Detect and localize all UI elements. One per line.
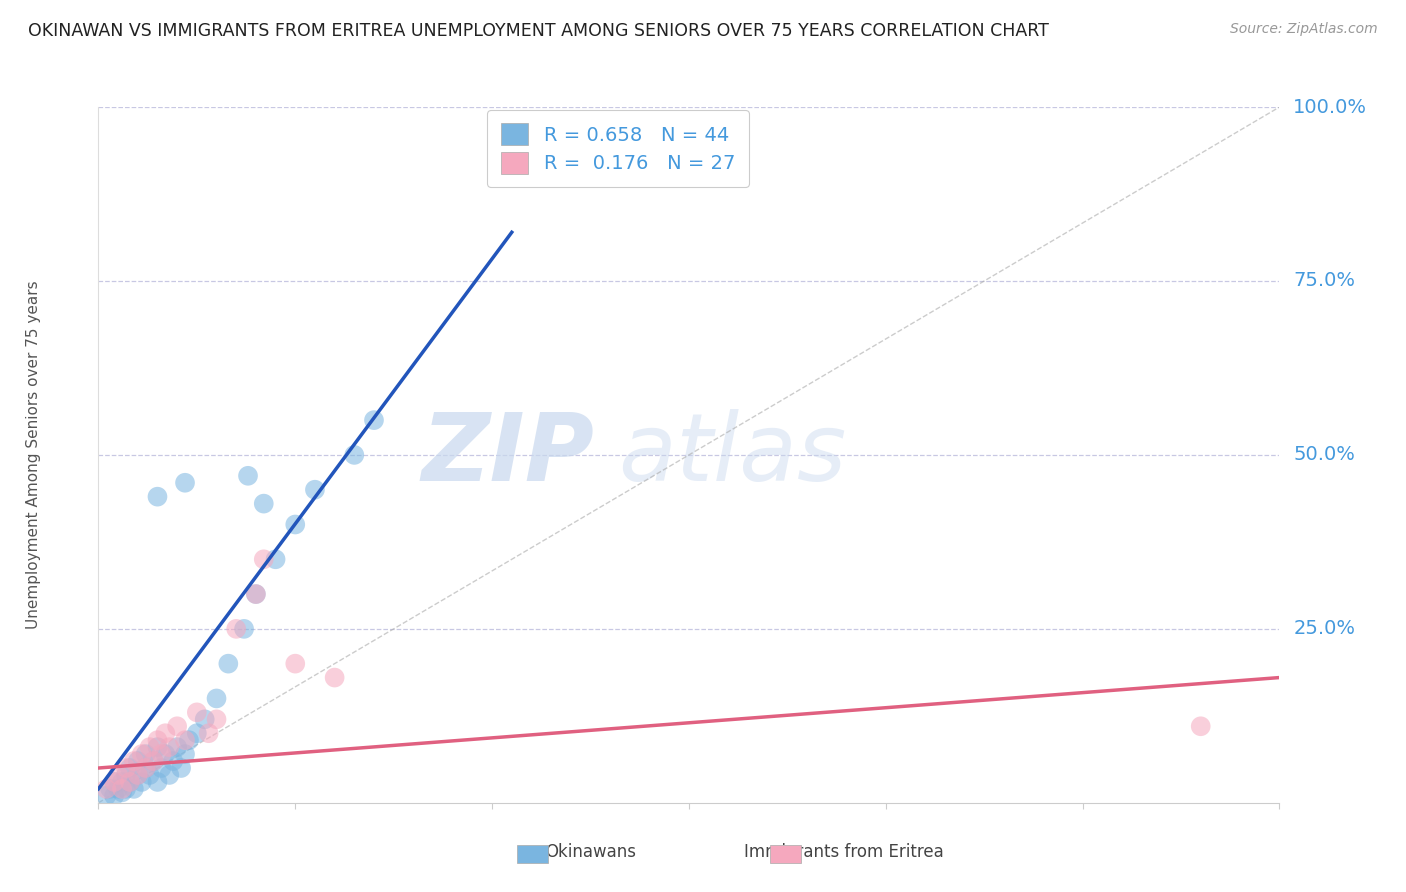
Point bbox=[174, 733, 197, 747]
Point bbox=[170, 761, 193, 775]
Point bbox=[323, 671, 346, 685]
Point bbox=[194, 712, 217, 726]
Text: 75.0%: 75.0% bbox=[1294, 271, 1355, 291]
Legend: R = 0.658   N = 44, R =  0.176   N = 27: R = 0.658 N = 44, R = 0.176 N = 27 bbox=[488, 110, 749, 187]
Point bbox=[155, 747, 177, 761]
Point bbox=[115, 761, 138, 775]
Point bbox=[253, 497, 276, 511]
Point bbox=[118, 775, 141, 789]
Point bbox=[186, 706, 208, 720]
Text: 25.0%: 25.0% bbox=[1294, 619, 1355, 639]
Text: atlas: atlas bbox=[619, 409, 846, 500]
Point bbox=[98, 781, 121, 796]
Point bbox=[127, 768, 149, 782]
Text: 100.0%: 100.0% bbox=[1294, 97, 1368, 117]
Point bbox=[138, 768, 160, 782]
Point bbox=[103, 789, 125, 803]
Point bbox=[138, 740, 160, 755]
Point bbox=[174, 475, 197, 490]
Point bbox=[155, 726, 177, 740]
Point bbox=[343, 448, 366, 462]
Point bbox=[205, 712, 228, 726]
Text: Okinawans: Okinawans bbox=[546, 843, 636, 861]
Point bbox=[186, 726, 208, 740]
Point bbox=[157, 768, 180, 782]
Point bbox=[142, 754, 165, 768]
Point bbox=[177, 733, 200, 747]
Point bbox=[111, 785, 134, 799]
Point bbox=[107, 768, 129, 782]
Point bbox=[96, 781, 118, 796]
Point bbox=[284, 657, 307, 671]
Point bbox=[146, 740, 169, 755]
Point bbox=[217, 657, 239, 671]
Point bbox=[115, 768, 138, 782]
Point bbox=[135, 761, 157, 775]
Point bbox=[236, 468, 259, 483]
Point bbox=[122, 754, 145, 768]
Point bbox=[131, 747, 153, 761]
Point bbox=[162, 754, 184, 768]
Text: Unemployment Among Seniors over 75 years: Unemployment Among Seniors over 75 years bbox=[25, 281, 41, 629]
Point bbox=[111, 781, 134, 796]
Point bbox=[233, 622, 256, 636]
Point bbox=[135, 747, 157, 761]
Point bbox=[166, 719, 188, 733]
Point bbox=[304, 483, 326, 497]
Point bbox=[146, 775, 169, 789]
Point bbox=[150, 761, 173, 775]
Point bbox=[253, 552, 276, 566]
Point bbox=[157, 740, 180, 755]
Point bbox=[197, 726, 219, 740]
Text: Immigrants from Eritrea: Immigrants from Eritrea bbox=[744, 843, 943, 861]
Point bbox=[103, 775, 125, 789]
Point bbox=[264, 552, 287, 566]
Point bbox=[174, 747, 197, 761]
Point bbox=[146, 490, 169, 504]
Point bbox=[107, 781, 129, 796]
Point bbox=[146, 733, 169, 747]
Point bbox=[166, 740, 188, 755]
Point bbox=[150, 747, 173, 761]
Point bbox=[142, 754, 165, 768]
Point bbox=[205, 691, 228, 706]
Point bbox=[284, 517, 307, 532]
Text: 50.0%: 50.0% bbox=[1294, 445, 1355, 465]
Point bbox=[245, 587, 267, 601]
Text: Source: ZipAtlas.com: Source: ZipAtlas.com bbox=[1230, 22, 1378, 37]
Text: OKINAWAN VS IMMIGRANTS FROM ERITREA UNEMPLOYMENT AMONG SENIORS OVER 75 YEARS COR: OKINAWAN VS IMMIGRANTS FROM ERITREA UNEM… bbox=[28, 22, 1049, 40]
Point bbox=[135, 761, 157, 775]
Point bbox=[118, 775, 141, 789]
Point bbox=[118, 761, 141, 775]
Point bbox=[127, 768, 149, 782]
Point bbox=[131, 775, 153, 789]
Point bbox=[225, 622, 247, 636]
Text: ZIP: ZIP bbox=[422, 409, 595, 501]
Point bbox=[122, 781, 145, 796]
Point bbox=[127, 754, 149, 768]
Point bbox=[103, 775, 125, 789]
Point bbox=[96, 789, 118, 803]
Point bbox=[245, 587, 267, 601]
Point bbox=[1189, 719, 1212, 733]
Point bbox=[111, 775, 134, 789]
Point bbox=[115, 781, 138, 796]
Point bbox=[363, 413, 385, 427]
